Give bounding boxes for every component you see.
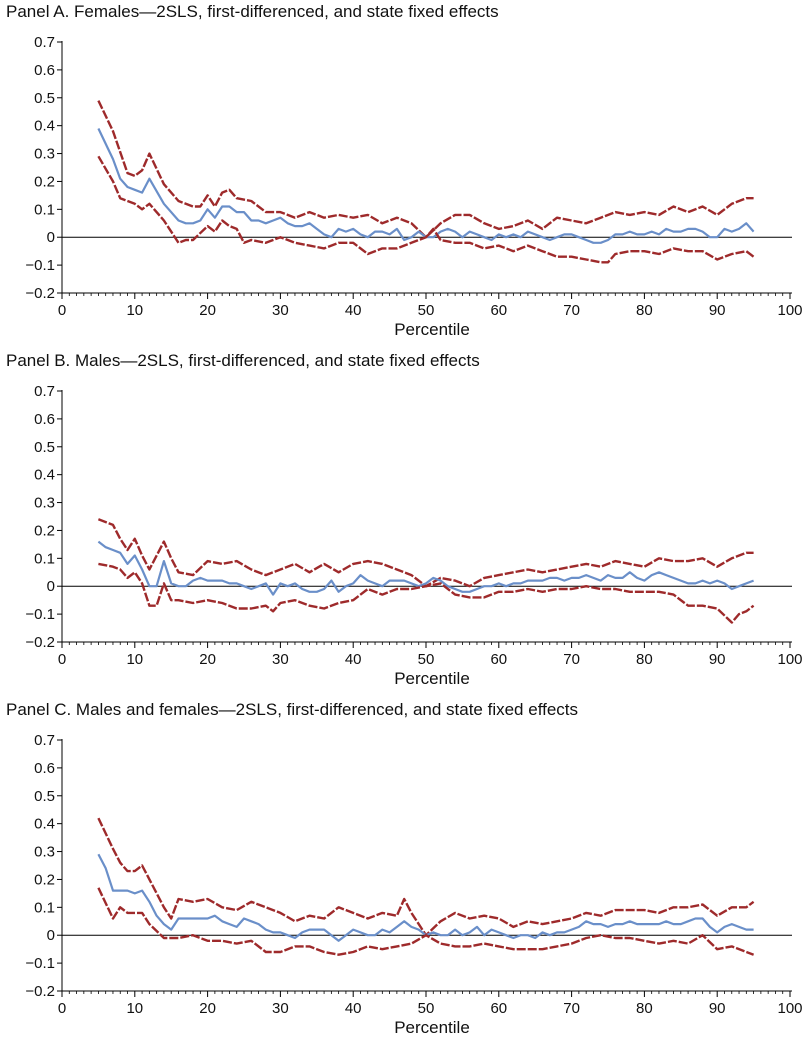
x-tick-label: 20 [199,302,216,319]
x-tick-label: 50 [418,302,435,319]
y-tick-label: 0.4 [34,467,55,484]
x-tick-label: 40 [345,651,362,668]
x-tick-label: 80 [636,1000,653,1017]
x-tick-label: 10 [126,651,143,668]
panel-plot: 0.70.60.50.40.30.20.10−0.1−0.20 10 20 30 40 5… [25,34,802,339]
panel-b: 0.7 0.6 0.5 0.4 0.3 0.2 0.1 0 −0.1 −0.2 0 10 20 30 40 5… [0,349,810,698]
series-estimate-line [97,540,754,596]
series-upper-line [97,518,754,588]
x-tick-label: 40 [345,1000,362,1017]
x-tick-label: 70 [563,302,580,319]
y-tick-label: 0.2 [34,871,55,888]
series-lower-line [97,887,755,956]
y-tick-label: 0.3 [34,146,55,163]
y-tick-label: −0.2 [25,285,55,302]
panel-plot: 0.70.60.50.40.30.20.10−0.1−0.20 10 20 30 40 5… [25,383,802,688]
panel-title: Panel B. Males—2SLS, first-differenced, … [6,351,480,370]
x-tick-label: 40 [345,302,362,319]
x-tick-label: 20 [199,1000,216,1017]
x-axis-label: Percentile [394,320,470,339]
x-tick-label: 100 [777,302,802,319]
series-lower-line [97,155,755,264]
x-tick-label: 30 [272,302,289,319]
y-tick-label: 0.2 [34,522,55,539]
y-tick-label: 0 [47,578,55,595]
x-tick-label: 70 [563,1000,580,1017]
x-tick-label: 90 [709,1000,726,1017]
x-tick-label: 60 [490,1000,507,1017]
y-tick-label: −0.1 [25,257,55,274]
x-tick-label: 50 [418,1000,435,1017]
x-tick-label: 10 [126,302,143,319]
y-tick-label: 0.5 [34,90,55,107]
x-tick-label: 20 [199,651,216,668]
series-lower-line [98,562,755,624]
series-upper-line [97,817,755,937]
x-tick-label: 60 [490,302,507,319]
y-tick-label: 0.3 [34,495,55,512]
y-tick-label: 0.7 [34,383,55,400]
x-tick-label: 0 [58,302,66,319]
x-tick-label: 80 [636,302,653,319]
x-axis-label: Percentile [394,1018,470,1037]
panel-plot: 0.70.60.50.40.30.20.10−0.1−0.20 10 20 30 40 5… [25,732,802,1037]
y-tick-label: 0.7 [34,732,55,749]
y-tick-label: 0.2 [34,173,55,190]
y-tick-label: 0.4 [34,118,55,135]
y-tick-label: −0.1 [25,606,55,623]
y-tick-label: 0.7 [34,34,55,51]
series-estimate-line [97,128,755,244]
x-tick-label: 50 [418,651,435,668]
y-tick-label: −0.2 [25,983,55,1000]
series-estimate-line [97,853,754,942]
x-tick-label: 60 [490,651,507,668]
x-tick-label: 0 [58,651,66,668]
x-tick-label: 90 [709,651,726,668]
y-tick-label: 0 [47,927,55,944]
panel-c: 0.7 0.6 0.5 0.4 0.3 0.2 0.1 0 −0.1 −0.2 0 10 20 30 40 5… [0,698,810,1047]
panel-a: 0.7 0.6 0.5 0.4 0.3 0.2 0.1 0 −0.1 −0.2 0 10 20 30 40 5… [0,0,810,349]
x-tick-label: 0 [58,1000,66,1017]
y-tick-label: 0.3 [34,844,55,861]
panel-title: Panel C. Males and females—2SLS, first-d… [6,700,579,719]
y-tick-label: 0.1 [34,899,55,916]
y-tick-label: 0.6 [34,62,55,79]
x-tick-label: 100 [777,1000,802,1017]
series-upper-line [97,100,754,239]
x-tick-label: 30 [272,651,289,668]
y-tick-label: 0.1 [34,201,55,218]
x-tick-label: 30 [272,1000,289,1017]
y-tick-label: 0.5 [34,439,55,456]
y-tick-label: 0.4 [34,816,55,833]
y-tick-label: 0.6 [34,411,55,428]
x-tick-label: 100 [777,651,802,668]
y-tick-label: 0.1 [34,550,55,567]
x-tick-label: 70 [563,651,580,668]
y-tick-label: 0.6 [34,760,55,777]
x-axis-label: Percentile [394,669,470,688]
y-tick-label: 0.5 [34,788,55,805]
x-tick-label: 80 [636,651,653,668]
panel-title: Panel A. Females—2SLS, first-differenced… [6,2,499,21]
x-tick-label: 90 [709,302,726,319]
y-tick-label: 0 [47,229,55,246]
y-tick-label: −0.2 [25,634,55,651]
x-tick-label: 10 [126,1000,143,1017]
y-tick-label: −0.1 [25,955,55,972]
